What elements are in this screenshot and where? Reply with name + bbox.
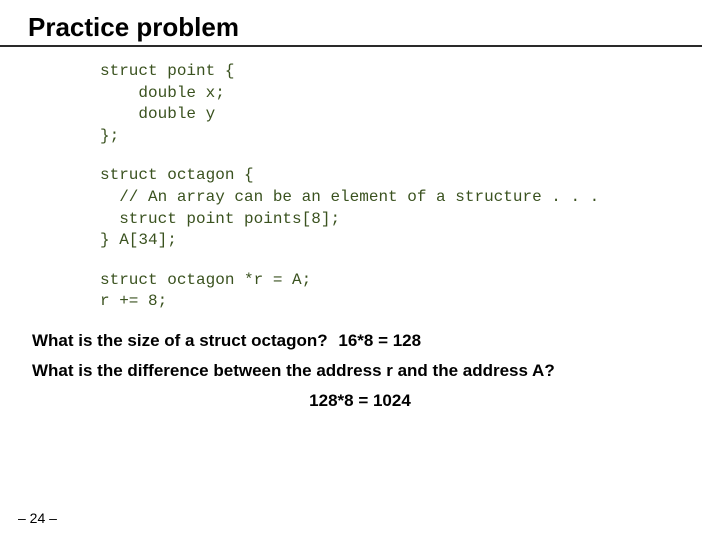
code-block-pointer: struct octagon *r = A; r += 8; xyxy=(100,270,720,313)
question-2: What is the difference between the addre… xyxy=(32,361,720,381)
answer-1: 16*8 = 128 xyxy=(338,331,421,350)
question-1: What is the size of a struct octagon? 16… xyxy=(32,331,720,351)
code-block-struct-point: struct point { double x; double y }; xyxy=(100,61,720,147)
question-1-text: What is the size of a struct octagon? xyxy=(32,331,328,350)
code-block-struct-octagon: struct octagon { // An array can be an e… xyxy=(100,165,720,251)
answer-2: 128*8 = 1024 xyxy=(0,391,720,411)
page-number: – 24 – xyxy=(18,510,57,526)
slide: Practice problem struct point { double x… xyxy=(0,0,720,540)
question-2-text: What is the difference between the addre… xyxy=(32,361,555,380)
slide-title: Practice problem xyxy=(0,12,702,47)
